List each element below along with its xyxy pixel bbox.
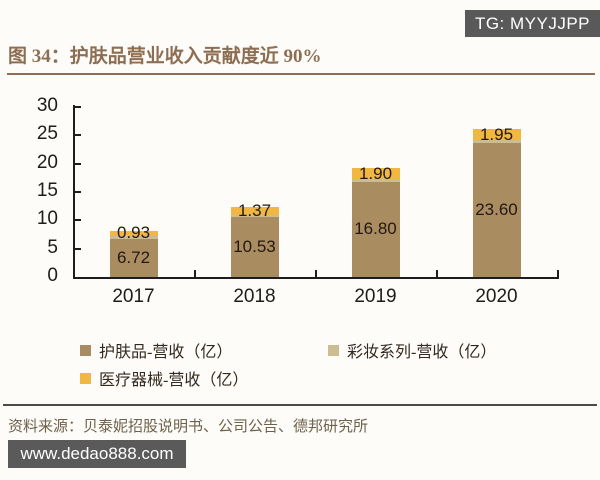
x-tick-label: 2020 [475, 286, 518, 307]
legend-swatch-makeup [328, 344, 339, 356]
bar-value-label: 6.72 [116, 247, 151, 267]
data-source-line: 资料来源：贝泰妮招股说明书、公司公告、德邦研究所 [8, 419, 369, 435]
x-tick-label: 2019 [354, 286, 397, 307]
source-divider [3, 404, 597, 406]
bar-value-label: 0.93 [116, 223, 151, 243]
y-tick-label: 20 [36, 151, 58, 173]
bar-segment-series2-2017 [109, 230, 158, 237]
y-tick-mark [75, 162, 81, 165]
bar-segment-series2-2018 [230, 206, 279, 215]
x-tick-mark [315, 270, 317, 277]
y-tick-label: 10 [36, 208, 58, 230]
legend-label-medical: 医疗器械-营收（亿） [99, 372, 249, 389]
bar-segment-series1-2018 [230, 214, 279, 218]
bar-segment-series1-2019 [351, 179, 400, 182]
y-tick-mark [75, 106, 81, 108]
y-tick-label: 0 [47, 265, 58, 286]
title-divider [7, 73, 595, 75]
y-tick-mark [75, 134, 81, 137]
bar-segment-series2-2019 [351, 168, 400, 179]
bar-value-label: 23.60 [475, 200, 518, 220]
legend-swatch-skincare [80, 344, 91, 356]
y-tick-label: 25 [36, 123, 58, 145]
bar-segment-series1-2020 [472, 140, 521, 144]
x-axis-line [73, 277, 559, 279]
bar-segment-series2-2020 [472, 129, 521, 141]
y-tick-label: 15 [36, 180, 58, 201]
x-tick-label: 2017 [112, 286, 155, 307]
bar-value-label: 16.80 [354, 219, 397, 239]
bar-segment-series0-2019 [351, 181, 400, 277]
bar-value-label: 10.53 [233, 237, 276, 257]
bar-value-label: 1.95 [479, 124, 514, 144]
y-tick-label: 30 [36, 95, 58, 116]
bar-segment-series0-2020 [472, 143, 521, 277]
y-tick-mark [75, 247, 81, 250]
y-tick-label: 5 [47, 236, 58, 258]
x-tick-mark [194, 270, 196, 277]
bar-segment-series0-2018 [230, 217, 279, 277]
y-axis-line [73, 105, 75, 279]
legend-item-makeup: 彩妆系列-营收（亿） [328, 338, 496, 362]
bar-value-label: 1.90 [358, 163, 393, 183]
bar-segment-series0-2017 [109, 238, 158, 277]
legend-swatch-medical [80, 372, 91, 384]
x-tick-label: 2018 [233, 286, 276, 307]
bar-segment-series1-2017 [109, 236, 158, 239]
x-tick-mark [557, 270, 559, 277]
legend-label-makeup: 彩妆系列-营收（亿） [347, 344, 497, 361]
legend-item-medical: 医疗器械-营收（亿） [80, 366, 248, 390]
bar-value-label: 1.37 [237, 200, 272, 220]
website-watermark-badge: www.dedao888.com [8, 440, 186, 468]
x-tick-mark [436, 270, 438, 277]
legend-label-skincare: 护肤品-营收（亿） [99, 344, 233, 361]
y-tick-mark [75, 191, 81, 193]
y-tick-mark [75, 219, 81, 222]
legend-item-skincare: 护肤品-营收（亿） [80, 338, 232, 362]
figure-title: 图 34：护肤品营业收入贡献度近 90% [8, 46, 322, 67]
telegram-watermark-badge: TG: MYYJJPP [465, 10, 600, 37]
